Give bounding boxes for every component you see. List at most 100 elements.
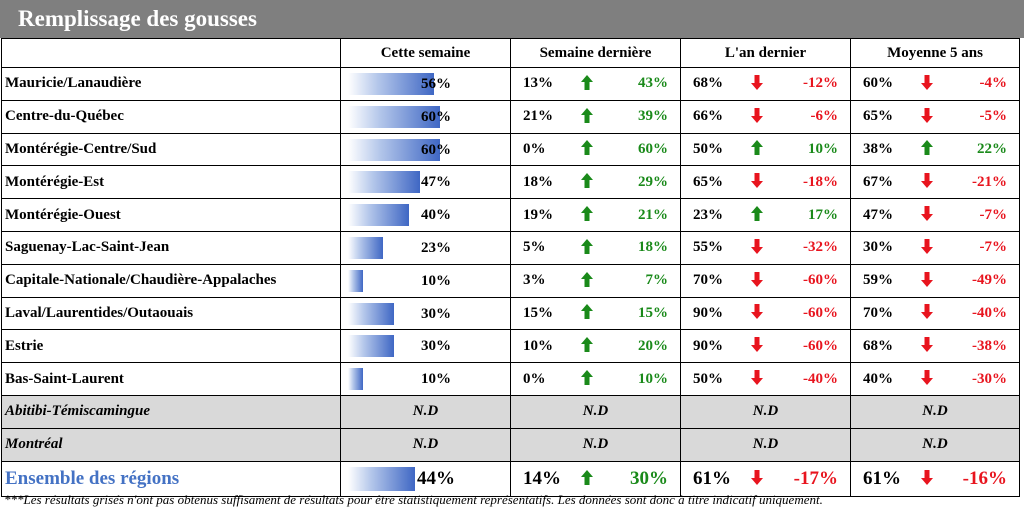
region-name: Ensemble des régions <box>1 460 341 497</box>
last-year-delta: -60% <box>803 272 838 289</box>
five-year-avg-value: 68% <box>863 337 893 354</box>
region-name: Montréal <box>1 427 341 462</box>
grayed-row: Montréal N.D N.D N.D N.D <box>1 427 1020 462</box>
table-row: Montérégie-Est 47% 18% 29% 65% -18% 67% -21% <box>1 165 1020 200</box>
last-year-delta: -60% <box>803 304 838 321</box>
not-available-cell: N.D <box>850 427 1020 462</box>
header-last-week: Semaine dernière <box>510 38 681 68</box>
last-week-value: 10% <box>523 337 553 354</box>
last-week-delta: 7% <box>645 272 669 289</box>
last-week-value: 5% <box>523 239 546 256</box>
five-year-avg-cell: 47% -7% <box>850 198 1020 232</box>
this-week-cell: 10% <box>340 263 511 298</box>
five-year-avg-delta: -40% <box>972 304 1007 321</box>
this-week-cell: 60% <box>340 132 511 167</box>
arrow-down-icon <box>741 369 773 389</box>
grayed-row: Abitibi-Témiscamingue N.D N.D N.D N.D <box>1 394 1020 429</box>
region-name: Capitale-Nationale/Chaudière-Appalaches <box>1 263 341 298</box>
fill-bar <box>348 171 420 194</box>
last-week-delta: 60% <box>638 140 668 157</box>
not-available-cell: N.D <box>340 427 511 462</box>
last-week-cell: 21% 39% <box>510 99 681 134</box>
last-week-value: 13% <box>523 75 553 92</box>
last-year-value: 68% <box>693 75 723 92</box>
arrow-up-icon <box>571 271 603 291</box>
last-week-value: 0% <box>523 140 546 157</box>
not-available-cell: N.D <box>850 394 1020 429</box>
table-row: Capitale-Nationale/Chaudière-Appalaches 1… <box>1 263 1020 298</box>
last-year-cell: 68% -12% <box>680 67 851 101</box>
table-row: Laval/Laurentides/Outaouais 30% 15% 15% 90% -… <box>1 296 1020 331</box>
last-week-cell: 18% 29% <box>510 165 681 200</box>
last-week-value: 18% <box>523 173 553 190</box>
last-year-value: 50% <box>693 140 723 157</box>
last-year-delta: 10% <box>808 140 838 157</box>
fill-bar <box>348 204 409 227</box>
last-year-cell: 50% 10% <box>680 132 851 167</box>
not-available-cell: N.D <box>340 394 511 429</box>
this-week-value: 44% <box>417 467 455 489</box>
arrow-down-icon <box>741 172 773 192</box>
arrow-down-icon <box>741 271 773 291</box>
this-week-value: 23% <box>421 239 451 256</box>
region-name: Laval/Laurentides/Outaouais <box>1 296 341 331</box>
last-week-cell: 5% 18% <box>510 230 681 265</box>
this-week-cell: 23% <box>340 230 511 265</box>
five-year-avg-cell: 40% -30% <box>850 362 1020 396</box>
five-year-avg-cell: 68% -38% <box>850 329 1020 364</box>
five-year-avg-value: 67% <box>863 173 893 190</box>
page-title: Remplissage des gousses <box>0 0 1024 38</box>
last-year-delta: -32% <box>803 239 838 256</box>
last-year-delta: -18% <box>803 173 838 190</box>
last-year-cell: 50% -40% <box>680 362 851 396</box>
arrow-up-icon <box>571 238 603 258</box>
fill-bar <box>348 368 363 391</box>
last-year-delta: 17% <box>808 206 838 223</box>
five-year-avg-delta: -16% <box>962 467 1007 489</box>
last-year-cell: 55% -32% <box>680 230 851 265</box>
header-region <box>1 38 341 68</box>
last-week-delta: 20% <box>638 337 668 354</box>
five-year-avg-value: 65% <box>863 108 893 125</box>
last-week-cell: 19% 21% <box>510 198 681 232</box>
table-row: Montérégie-Ouest 40% 19% 21% 23% 17% 47% -7% <box>1 198 1020 232</box>
not-available-cell: N.D <box>510 394 681 429</box>
arrow-up-icon <box>571 107 603 127</box>
five-year-avg-delta: -38% <box>972 337 1007 354</box>
this-week-value: 10% <box>421 272 451 289</box>
arrow-up-icon <box>571 139 603 159</box>
table-row: Centre-du-Québec 60% 21% 39% 66% -6% 65% -5% <box>1 99 1020 134</box>
this-week-value: 56% <box>421 76 451 92</box>
five-year-avg-delta: -49% <box>972 272 1007 289</box>
five-year-avg-delta: -7% <box>979 206 1008 223</box>
arrow-down-icon <box>911 74 943 94</box>
region-name: Estrie <box>1 329 341 364</box>
arrow-down-icon <box>911 238 943 258</box>
last-week-cell: 13% 43% <box>510 67 681 101</box>
last-year-value: 55% <box>693 239 723 256</box>
five-year-avg-cell: 65% -5% <box>850 99 1020 134</box>
fill-bar <box>348 269 363 292</box>
last-year-value: 65% <box>693 173 723 190</box>
five-year-avg-value: 30% <box>863 239 893 256</box>
arrow-down-icon <box>741 74 773 94</box>
region-name: Abitibi-Témiscamingue <box>1 394 341 429</box>
pod-filling-table: Cette semaine Semaine dernière L'an dern… <box>1 38 1020 497</box>
last-year-delta: -40% <box>803 370 838 387</box>
arrow-up-icon <box>571 369 603 389</box>
region-name: Montérégie-Centre/Sud <box>1 132 341 167</box>
region-name: Montérégie-Est <box>1 165 341 200</box>
last-year-delta: -17% <box>793 467 838 489</box>
arrow-down-icon <box>911 172 943 192</box>
last-week-cell: 15% 15% <box>510 296 681 331</box>
five-year-avg-value: 59% <box>863 272 893 289</box>
footnote: ***Les résultats grisés n'ont pas obtenu… <box>4 492 823 507</box>
region-name: Centre-du-Québec <box>1 99 341 134</box>
five-year-avg-cell: 30% -7% <box>850 230 1020 265</box>
five-year-avg-delta: -5% <box>979 108 1008 125</box>
five-year-avg-delta: -7% <box>979 239 1008 256</box>
last-year-delta: -60% <box>803 337 838 354</box>
last-year-value: 50% <box>693 370 723 387</box>
five-year-avg-value: 38% <box>863 140 893 157</box>
arrow-up-icon <box>571 469 603 489</box>
